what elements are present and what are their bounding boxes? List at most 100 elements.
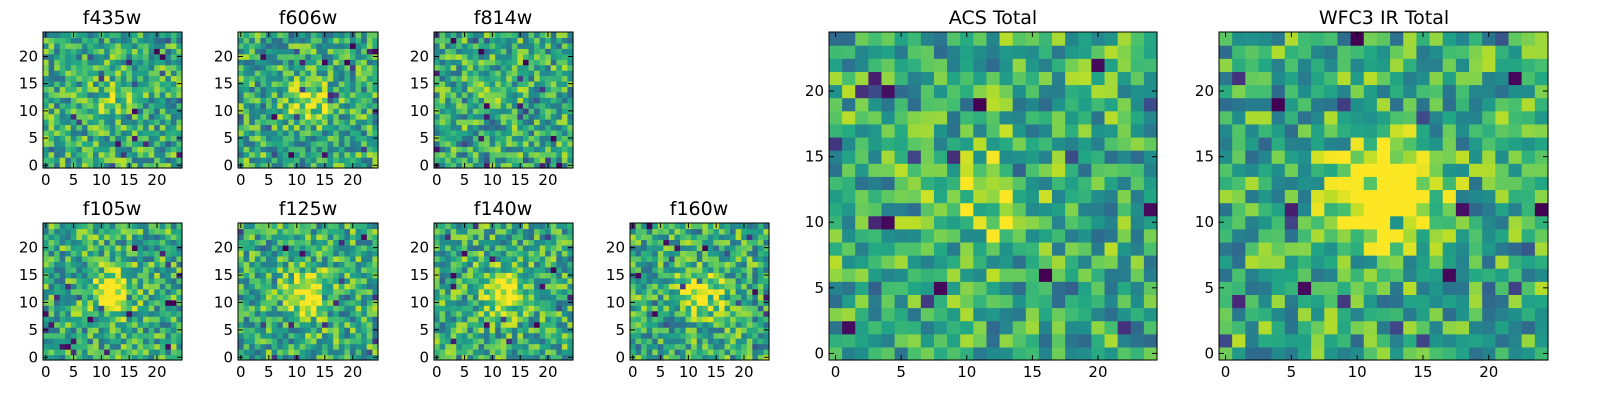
heatmap-cell bbox=[556, 140, 563, 147]
heatmap-cell bbox=[165, 42, 172, 49]
heatmap-cell bbox=[561, 113, 569, 120]
heatmap-cell bbox=[434, 261, 441, 268]
heatmap-cell bbox=[344, 91, 351, 98]
heatmap-cell bbox=[718, 266, 726, 273]
heatmap-cell bbox=[48, 332, 55, 339]
heatmap-cell bbox=[757, 338, 765, 345]
heatmap-cell bbox=[439, 53, 446, 60]
heatmap-cell bbox=[696, 332, 703, 339]
heatmap-cell bbox=[109, 316, 116, 323]
heatmap-cell bbox=[484, 108, 491, 115]
heatmap-cell bbox=[472, 305, 480, 312]
heatmap-cell bbox=[372, 75, 379, 82]
heatmap-cell bbox=[43, 91, 50, 98]
heatmap-cell bbox=[104, 305, 111, 312]
heatmap-cell bbox=[249, 70, 256, 77]
heatmap-cell bbox=[271, 80, 278, 87]
heatmap-cell bbox=[65, 288, 72, 295]
heatmap-cell bbox=[746, 277, 753, 284]
heatmap-cell bbox=[76, 299, 83, 306]
heatmap-cell bbox=[652, 261, 659, 268]
heatmap-cell bbox=[534, 277, 541, 284]
heatmap-cell bbox=[842, 176, 856, 191]
heatmap-cell bbox=[556, 343, 563, 350]
heatmap-cell bbox=[159, 305, 166, 312]
heatmap-cell bbox=[545, 228, 552, 235]
heatmap-cell bbox=[109, 119, 116, 126]
heatmap-cell bbox=[561, 48, 569, 55]
heatmap-cell bbox=[467, 86, 474, 93]
heatmap-cell bbox=[148, 316, 155, 323]
heatmap-cell bbox=[567, 305, 574, 312]
heatmap-cell bbox=[456, 354, 463, 361]
heatmap-cell bbox=[635, 272, 642, 279]
heatmap-cell bbox=[59, 53, 66, 60]
heatmap-cell bbox=[59, 75, 66, 82]
heatmap-cell bbox=[170, 108, 178, 115]
heatmap-cell bbox=[495, 244, 502, 251]
heatmap-cell bbox=[484, 124, 491, 131]
heatmap-cell bbox=[680, 244, 687, 251]
heatmap-cell bbox=[500, 119, 507, 126]
heatmap-cell bbox=[126, 75, 133, 82]
heatmap-cell bbox=[254, 239, 261, 246]
heatmap-cell bbox=[668, 299, 676, 306]
heatmap-cell bbox=[266, 140, 273, 147]
heatmap-cell bbox=[534, 59, 541, 66]
heatmap-cell bbox=[361, 75, 368, 82]
heatmap-cell bbox=[489, 146, 496, 153]
heatmap-cell bbox=[288, 255, 295, 262]
heatmap-cell bbox=[310, 64, 317, 71]
heatmap-cell bbox=[472, 86, 480, 93]
heatmap-cell bbox=[159, 244, 166, 251]
heatmap-cell bbox=[344, 321, 351, 328]
heatmap-cell bbox=[960, 333, 974, 348]
heatmap-cell bbox=[528, 338, 535, 345]
heatmap-cell bbox=[176, 239, 183, 246]
heatmap-cell bbox=[54, 294, 61, 301]
heatmap-cell bbox=[973, 268, 988, 282]
heatmap-cell bbox=[757, 343, 765, 350]
heatmap-cell bbox=[372, 102, 379, 109]
heatmap-cell bbox=[372, 349, 379, 356]
heatmap-cell bbox=[450, 233, 457, 241]
heatmap-cell bbox=[288, 338, 295, 345]
heatmap-cell bbox=[165, 244, 172, 251]
heatmap-cell bbox=[680, 277, 687, 284]
heatmap-cell bbox=[54, 113, 61, 120]
x-tick-label: 0 bbox=[432, 171, 442, 189]
heatmap-cell bbox=[109, 272, 116, 279]
heatmap-cell bbox=[545, 255, 552, 262]
heatmap-cell bbox=[148, 157, 155, 164]
heatmap-cell bbox=[663, 349, 670, 356]
heatmap-cell bbox=[461, 119, 468, 126]
heatmap-cell bbox=[528, 42, 535, 49]
heatmap-cell bbox=[143, 135, 150, 142]
heatmap-cell bbox=[109, 157, 116, 164]
heatmap-cell bbox=[104, 349, 111, 356]
heatmap-cell bbox=[855, 215, 869, 230]
heatmap-cell bbox=[506, 102, 513, 109]
heatmap-cell bbox=[1117, 228, 1132, 243]
heatmap-cell bbox=[456, 157, 463, 164]
heatmap-cell bbox=[735, 223, 742, 230]
heatmap-cell bbox=[439, 162, 446, 169]
heatmap-cell bbox=[81, 32, 89, 39]
heatmap-cell bbox=[534, 349, 541, 356]
heatmap-cell bbox=[305, 321, 312, 328]
heatmap-cell bbox=[305, 272, 312, 279]
heatmap-cell bbox=[282, 343, 289, 350]
heatmap-cell bbox=[630, 239, 637, 246]
heatmap-cell bbox=[54, 316, 61, 323]
heatmap-cell bbox=[445, 97, 452, 104]
heatmap-cell bbox=[70, 228, 77, 235]
heatmap-cell bbox=[567, 310, 574, 317]
heatmap-cell bbox=[361, 223, 368, 230]
heatmap-cell bbox=[288, 332, 295, 339]
heatmap-cell bbox=[176, 228, 183, 235]
heatmap-cell bbox=[115, 233, 122, 241]
heatmap-cell bbox=[154, 75, 161, 82]
heatmap-cell bbox=[327, 266, 334, 273]
heatmap-cell bbox=[472, 277, 480, 284]
